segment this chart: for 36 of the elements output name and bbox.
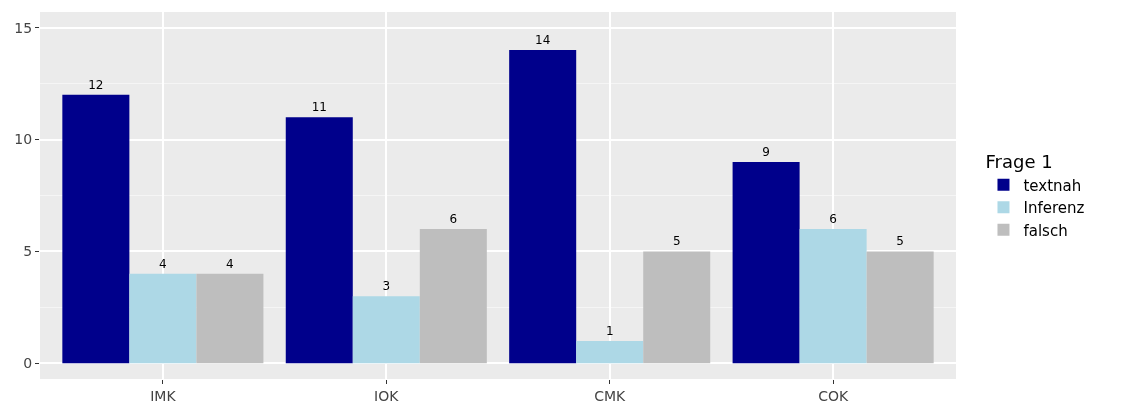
legend-label: Inferenz [1023,199,1085,217]
bar [732,161,800,364]
data-label: 14 [535,33,551,48]
bar [285,117,353,364]
legend-label: falsch [1023,221,1068,240]
data-label: 5 [672,234,681,249]
data-label: 6 [829,212,837,227]
x-tick-label: IOK [374,387,400,404]
x-tick-label: COK [818,387,849,404]
data-label: 3 [382,279,391,294]
y-tick-label: 5 [23,243,33,260]
bar [352,296,420,364]
x-tick-label: CMK [594,387,627,404]
bar [196,273,264,364]
data-label: 9 [762,144,770,159]
y-tick-label: 15 [14,19,33,36]
data-label: 5 [896,234,904,249]
y-tick-label: 0 [23,355,33,372]
bar [643,251,711,364]
bar [62,94,130,364]
data-label: 12 [88,77,104,92]
y-tick-label: 10 [14,131,33,148]
bar [576,340,644,364]
x-tick-label: IMK [150,387,177,404]
data-label: 4 [159,256,167,271]
data-label: 4 [226,256,234,271]
legend-title: Frage 1 [985,151,1053,173]
legend-label: textnah [1023,176,1082,195]
data-label: 6 [449,212,458,227]
bar [866,251,934,364]
bar [799,229,867,364]
bar [419,229,487,364]
bar [129,273,197,364]
data-label: 1 [605,323,614,338]
data-label: 11 [311,100,327,115]
bar [509,50,577,364]
